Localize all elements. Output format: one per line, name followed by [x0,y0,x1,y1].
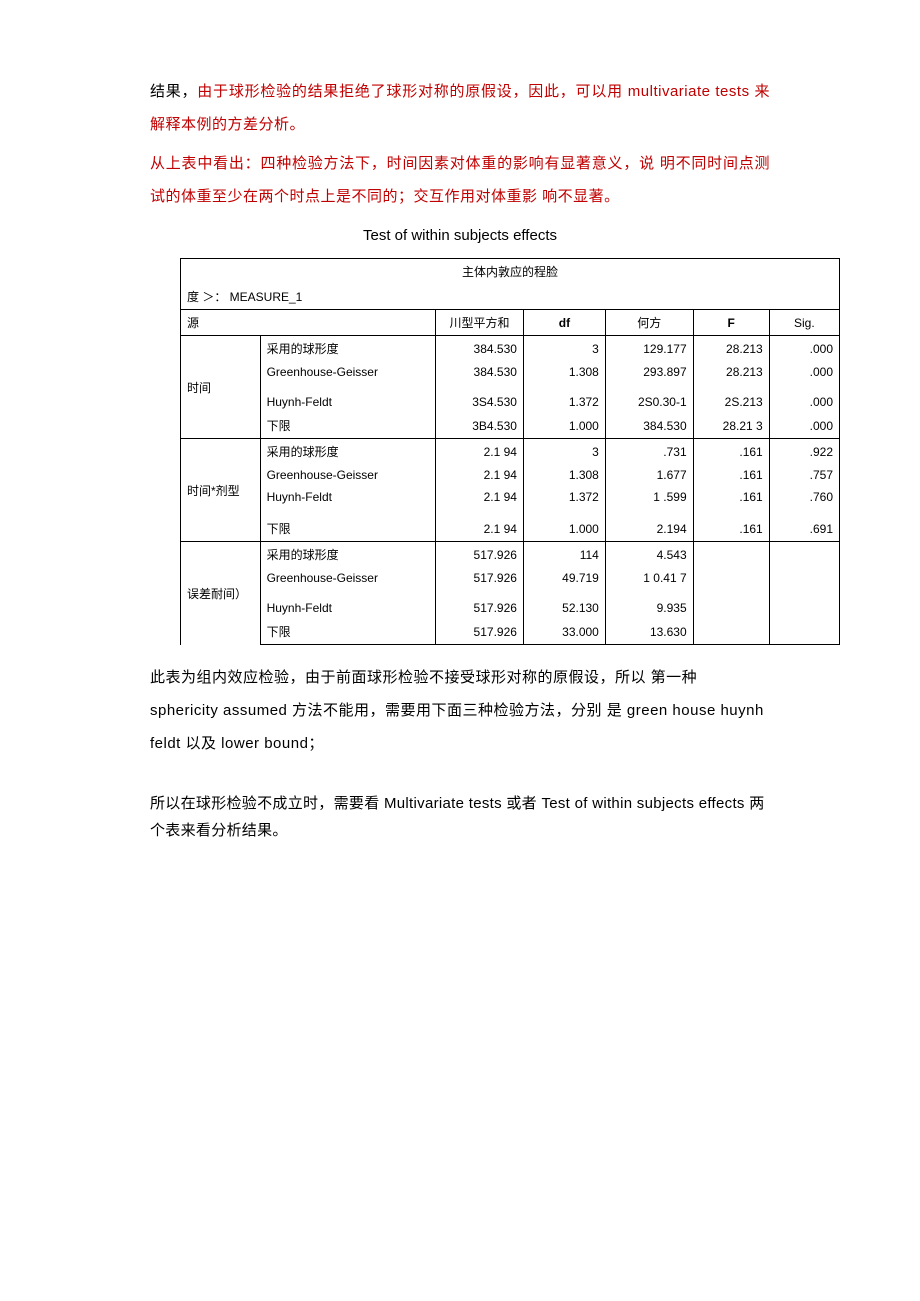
df-cell: 52.130 [523,597,605,619]
col-ms: 何方 [605,310,693,336]
col-df: df [523,310,605,336]
source-time: 时间 [181,336,261,439]
intro-paragraph-1: 结果，由于球形检验的结果拒绝了球形对称的原假设，因此，可以用 multivari… [150,75,770,141]
method-cell: Greenhouse-Geisser [260,361,436,383]
sig-cell [769,597,839,619]
f-cell: .161 [693,486,769,508]
ss-cell: 2.1 94 [436,464,524,486]
f-cell [693,597,769,619]
ms-cell: .731 [605,439,693,465]
intro-p1-black: 结果， [150,83,197,100]
f-cell: 28.213 [693,361,769,383]
ms-cell: 2.194 [605,516,693,542]
f-cell: 28.21 3 [693,413,769,439]
sig-cell: .000 [769,413,839,439]
ss-cell: 384.530 [436,361,524,383]
sig-cell: .922 [769,439,839,465]
f-cell: .161 [693,439,769,465]
outro-paragraph-1: 此表为组内效应检验，由于前面球形检验不接受球形对称的原假设，所以 第一种 sph… [150,661,770,760]
df-cell: 49.719 [523,567,605,589]
f-cell [693,542,769,568]
ss-cell: 3S4.530 [436,391,524,413]
method-cell: 采用的球形度 [260,542,436,568]
sig-cell: .760 [769,486,839,508]
df-cell: 1.372 [523,391,605,413]
ms-cell: 1 0.41 7 [605,567,693,589]
method-cell: Huynh-Feldt [260,391,436,413]
f-cell: 2S.213 [693,391,769,413]
col-sig: Sig. [769,310,839,336]
intro-paragraph-2: 从上表中看出：四种检验方法下，时间因素对体重的影响有显著意义，说 明不同时间点测… [150,147,770,213]
ms-cell: 2S0.30-1 [605,391,693,413]
ss-cell: 2.1 94 [436,439,524,465]
method-cell: Huynh-Feldt [260,597,436,619]
table-main-header: 主体内敦应的程脸 [181,259,840,285]
f-cell: .161 [693,516,769,542]
method-cell: 采用的球形度 [260,336,436,362]
sig-cell: .000 [769,336,839,362]
col-f: F [693,310,769,336]
ss-cell: 517.926 [436,597,524,619]
sig-cell: .000 [769,391,839,413]
col-source: 源 [181,310,436,336]
sig-cell: .691 [769,516,839,542]
within-subjects-table: 主体内敦应的程脸 度 ＞： MEASURE_1 源 川型平方和 df 何方 F … [180,258,840,645]
df-cell: 1.308 [523,361,605,383]
ms-cell: 1.677 [605,464,693,486]
ms-cell: 384.530 [605,413,693,439]
sig-cell: .757 [769,464,839,486]
ss-cell: 2.1 94 [436,486,524,508]
df-cell: 1.372 [523,486,605,508]
method-cell: Greenhouse-Geisser [260,567,436,589]
intro-p1-red: 由于球形检验的结果拒绝了球形对称的原假设，因此，可以用 multivariate… [150,83,770,133]
f-cell [693,567,769,589]
f-cell: .161 [693,464,769,486]
col-ss: 川型平方和 [436,310,524,336]
df-cell: 114 [523,542,605,568]
df-cell: 1.000 [523,516,605,542]
ms-cell: 13.630 [605,619,693,645]
table-measure-label: 度 ＞： MEASURE_1 [181,284,840,310]
df-cell: 1.308 [523,464,605,486]
ss-cell: 3B4.530 [436,413,524,439]
ms-cell: 9.935 [605,597,693,619]
df-cell: 3 [523,336,605,362]
source-error: 误差耐间） [181,542,261,645]
ss-cell: 517.926 [436,542,524,568]
ms-cell: 293.897 [605,361,693,383]
table-title: Test of within subjects effects [150,227,770,244]
df-cell: 3 [523,439,605,465]
f-cell [693,619,769,645]
sig-cell [769,619,839,645]
ms-cell: 1 .599 [605,486,693,508]
method-cell: Huynh-Feldt [260,486,436,508]
df-cell: 1.000 [523,413,605,439]
source-interaction: 时间*剂型 [181,439,261,542]
method-cell: 下限 [260,619,436,645]
sig-cell [769,542,839,568]
ms-cell: 129.177 [605,336,693,362]
ms-cell: 4.543 [605,542,693,568]
ss-cell: 384.530 [436,336,524,362]
ss-cell: 517.926 [436,567,524,589]
method-cell: Greenhouse-Geisser [260,464,436,486]
df-cell: 33.000 [523,619,605,645]
method-cell: 采用的球形度 [260,439,436,465]
outro-paragraph-2: 所以在球形检验不成立时，需要看 Multivariate tests 或者 Te… [150,790,770,844]
f-cell: 28.213 [693,336,769,362]
ss-cell: 2.1 94 [436,516,524,542]
ss-cell: 517.926 [436,619,524,645]
method-cell: 下限 [260,413,436,439]
method-cell: 下限 [260,516,436,542]
sig-cell [769,567,839,589]
table-wrapper: 主体内敦应的程脸 度 ＞： MEASURE_1 源 川型平方和 df 何方 F … [180,258,850,645]
sig-cell: .000 [769,361,839,383]
